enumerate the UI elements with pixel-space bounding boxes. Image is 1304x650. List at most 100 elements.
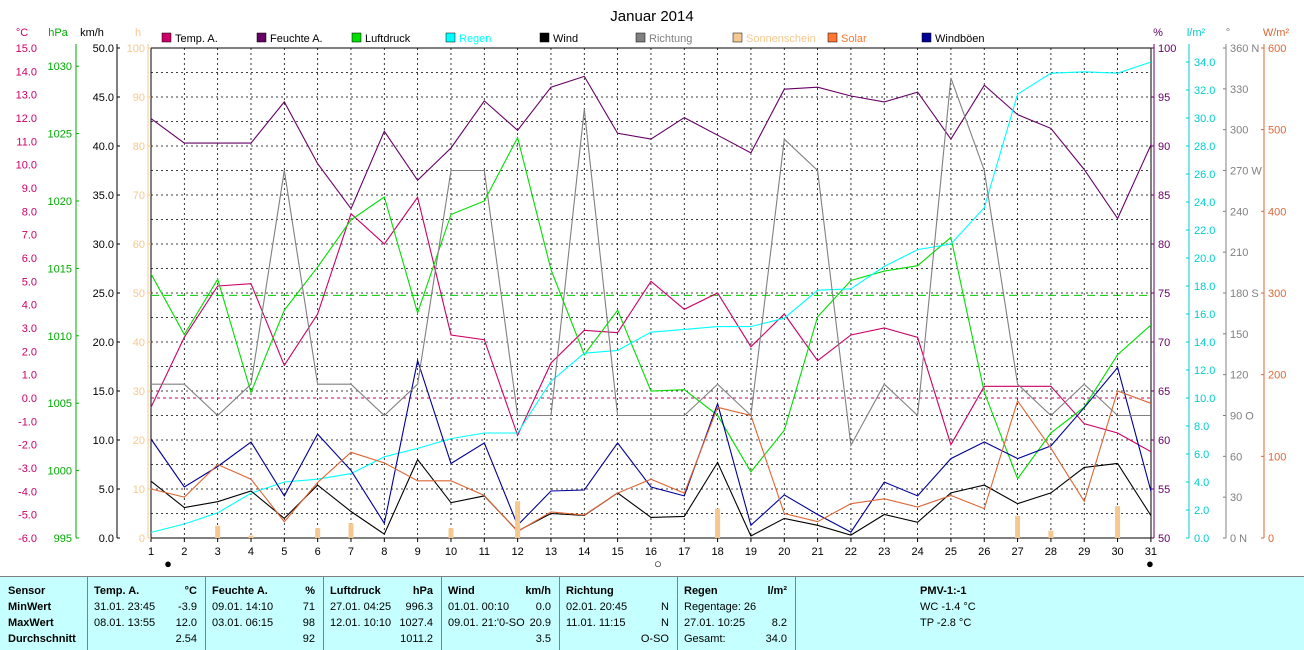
press-tick-label: 1000 (48, 466, 72, 478)
x-tick-label: 28 (1045, 546, 1057, 558)
wind-min-value: 0.0 (535, 601, 551, 613)
label-minwert: MinWert (8, 601, 52, 613)
wind-line (150, 458, 1152, 537)
legend-swatch (732, 32, 743, 43)
x-tick-label: 23 (878, 546, 890, 558)
press-average: 1011.2 (400, 633, 433, 645)
temp-tick-label: 1.0 (22, 370, 37, 382)
legend-swatch (827, 32, 838, 43)
temp-tick-label: 3.0 (22, 323, 37, 335)
rain-days: Regentage: 26 (684, 601, 757, 613)
rain-tick-label: 30.0 (1194, 113, 1215, 125)
x-tick-label: 24 (911, 546, 923, 558)
temp-title: Temp. A. (94, 585, 140, 597)
solar-tick-label: 500 (1268, 125, 1286, 137)
solar-tick-label: 400 (1268, 206, 1286, 218)
dir-tick-label: 330 (1230, 84, 1248, 96)
sonnenschein-bar (1015, 515, 1021, 538)
summary-pressure: Luftdruck hPa 27.01. 04:25 996.3 12.01. … (324, 577, 442, 650)
press-max-value: 1027.4 (399, 617, 433, 629)
hum-max-value: 98 (302, 617, 315, 629)
press-tick-label: 1005 (48, 398, 72, 410)
dir-title: Richtung (566, 585, 614, 597)
unit-rain: l/m² (1187, 27, 1206, 39)
press-tick-label: 1015 (48, 263, 72, 275)
x-tick-label: 29 (1078, 546, 1090, 558)
hum-tick-label: 95 (1158, 92, 1170, 104)
rain-tick-label: 34.0 (1194, 57, 1215, 69)
sun-tick-label: 100 (127, 43, 145, 55)
sun-tick-label: 0 (139, 533, 145, 545)
temp-average: 2.54 (175, 633, 197, 645)
x-tick-label: 13 (545, 546, 557, 558)
sonnenschein-bar (515, 501, 521, 538)
unit-hum: % (1153, 27, 1163, 39)
feuchte-a-line (150, 75, 1152, 220)
rain-tick-label: 2.0 (1194, 505, 1209, 517)
solar-tick-label: 600 (1268, 43, 1286, 55)
x-tick-label: 18 (711, 546, 723, 558)
temp-tick-label: 14.0 (16, 66, 37, 78)
unit-solar: W/m² (1263, 27, 1290, 39)
temp-a-line (150, 196, 1152, 453)
rain-max-value: 8.2 (771, 617, 787, 629)
wind-tick-label: 25.0 (93, 288, 114, 300)
legend-swatch (635, 32, 646, 43)
dir-tick-label: 150 (1230, 329, 1248, 341)
wind-average: 3.5 (535, 633, 551, 645)
press-min-value: 996.3 (405, 601, 433, 613)
temp-tick-label: 6.0 (22, 253, 37, 265)
sonnenschein-bar (715, 508, 721, 538)
rain-tick-label: 16.0 (1194, 309, 1215, 321)
hum-tick-label: 100 (1158, 43, 1176, 55)
x-tick-label: 8 (381, 546, 387, 558)
temp-tick-label: -5.0 (18, 510, 37, 522)
x-tick-label: 5 (281, 546, 287, 558)
x-tick-label: 19 (745, 546, 757, 558)
dir-min-value: N (661, 601, 669, 613)
legend-swatch (445, 32, 456, 43)
x-tick-label: 25 (945, 546, 957, 558)
x-tick-label: 31 (1145, 546, 1157, 558)
x-tick-label: 15 (611, 546, 623, 558)
x-tick-label: 12 (512, 546, 524, 558)
rain-tick-label: 12.0 (1194, 365, 1215, 377)
legend-swatch (351, 32, 362, 43)
sonnenschein-bar (1048, 530, 1054, 538)
x-tick-label: 3 (215, 546, 221, 558)
temp-tick-label: 7.0 (22, 230, 37, 242)
temp-tick-label: -3.0 (18, 463, 37, 475)
dir-tick-label: 300 (1230, 125, 1248, 137)
solar-tick-label: 300 (1268, 288, 1286, 300)
rain-unit: l/m² (767, 585, 787, 597)
legend-label: Wind (553, 33, 578, 45)
press-tick-label: 1025 (48, 129, 72, 141)
sonnenschein-bar (315, 528, 321, 538)
legend-label: Temp. A. (175, 33, 218, 45)
x-tick-label: 7 (348, 546, 354, 558)
temp-min-time: 31.01. 23:45 (94, 601, 156, 613)
unit-wind: km/h (80, 27, 104, 39)
temp-tick-label: -4.0 (18, 486, 37, 498)
label-durchschnitt: Durchschnitt (8, 633, 76, 645)
plot-area (150, 61, 1152, 538)
temp-tick-label: 15.0 (16, 43, 37, 55)
x-tick-label: 1 (148, 546, 154, 558)
hum-tick-label: 70 (1158, 337, 1170, 349)
summary-labels: Sensor MinWert MaxWert Durchschnitt (0, 577, 88, 650)
dir-tick-label: 360 N (1230, 43, 1259, 55)
x-tick-label: 11 (479, 546, 490, 558)
solar-tick-label: 0 (1268, 533, 1274, 545)
hum-min-value: 71 (302, 601, 315, 613)
hum-min-time: 09.01. 14:10 (212, 601, 274, 613)
hum-average: 92 (302, 633, 315, 645)
wind-tick-label: 5.0 (99, 484, 114, 496)
hum-tick-label: 80 (1158, 239, 1170, 251)
legend-label: Sonnenschein (746, 33, 816, 45)
sun-tick-label: 90 (133, 92, 145, 104)
rain-tick-label: 22.0 (1194, 225, 1215, 237)
press-tick-label: 1020 (48, 196, 72, 208)
wind-tick-label: 10.0 (93, 435, 114, 447)
unit-temp: °C (16, 27, 28, 39)
dir-average: O-SO (640, 633, 669, 645)
